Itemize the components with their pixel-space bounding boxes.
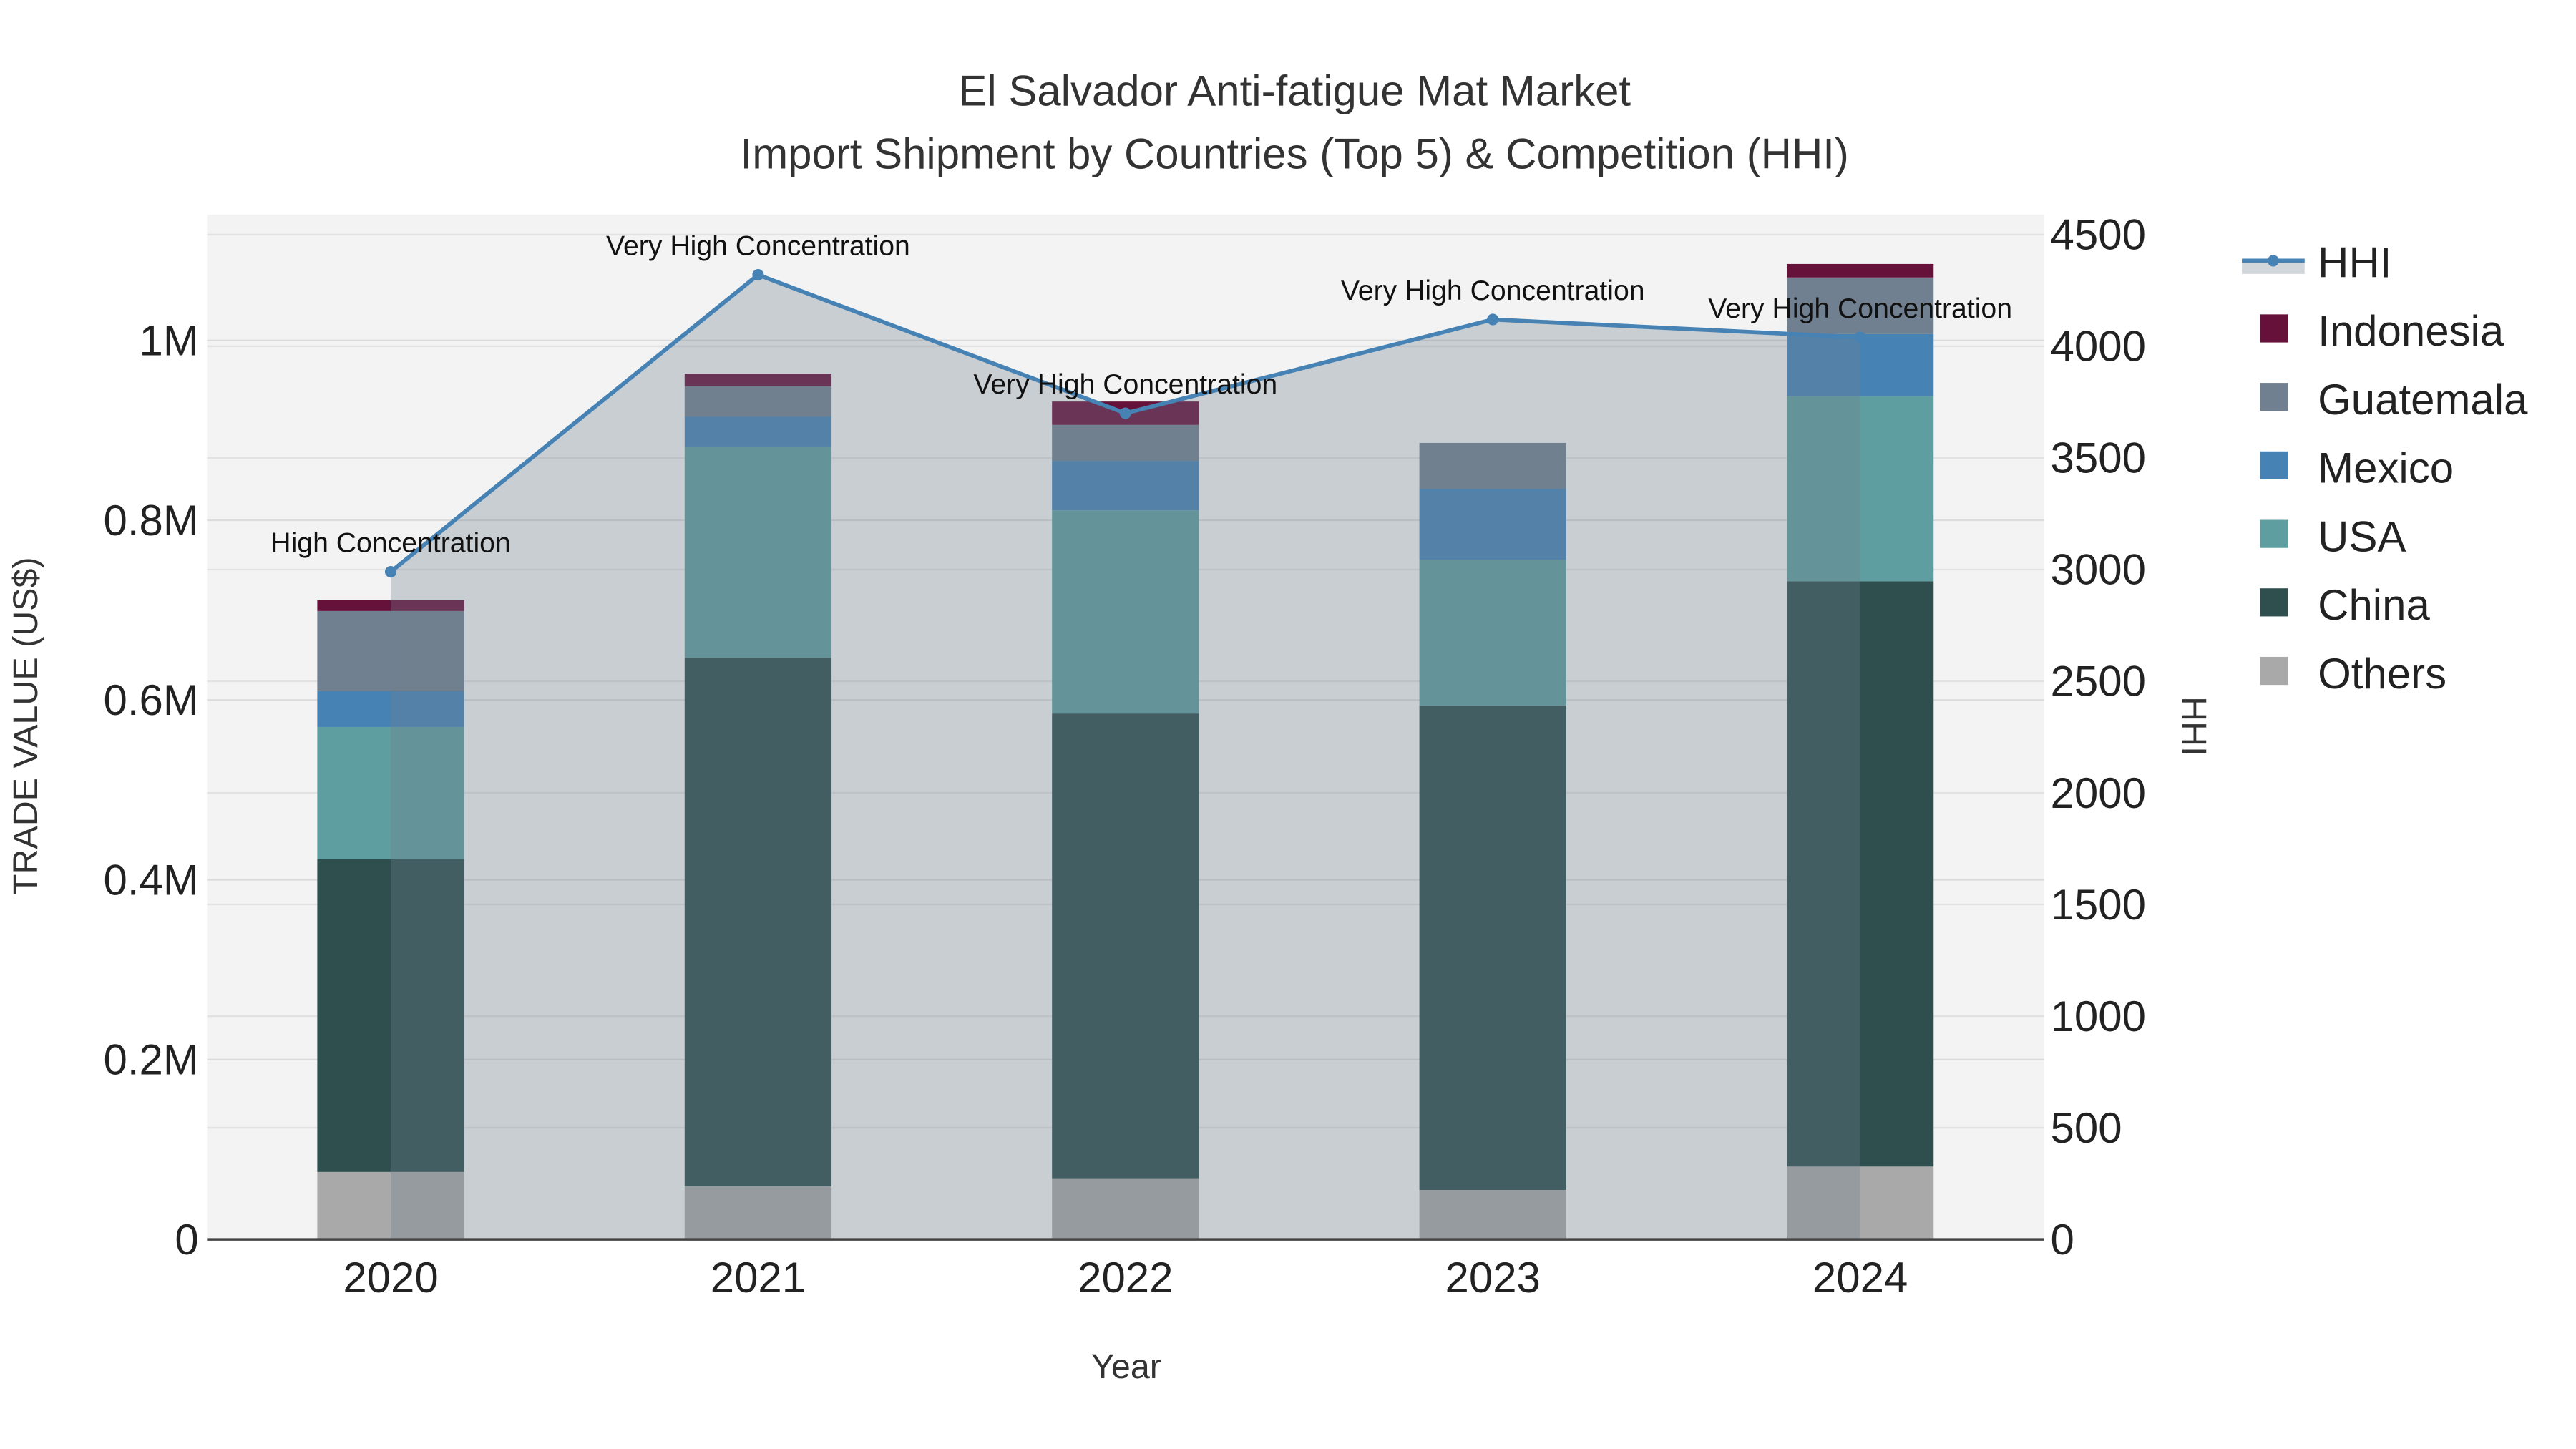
bar-indonesia-2024 [1786, 263, 1934, 278]
bar-mexico-2022 [1052, 461, 1199, 511]
hhi-point-2021 [752, 269, 764, 281]
x-axis-label: Year [1091, 1347, 1161, 1386]
hhi-annotation: High Concentration [270, 527, 510, 558]
legend-swatch-others [2260, 656, 2288, 686]
legend-swatch-guatemala [2260, 383, 2288, 411]
bar-usa-2020 [317, 726, 464, 859]
legend-label-usa: USA [2318, 512, 2406, 560]
bar-china-2024 [1786, 581, 1934, 1167]
bar-others-2024 [1786, 1166, 1934, 1240]
y-tick-label: 1M [139, 316, 198, 364]
bar-indonesia-2020 [317, 600, 464, 611]
legend-swatch-indonesia [2260, 314, 2288, 343]
legend-hhi-swatch [2242, 260, 2305, 274]
hhi-annotation: Very High Concentration [973, 369, 1277, 400]
y-tick-label: 0.4M [103, 856, 198, 904]
bar-indonesia-2021 [684, 374, 832, 386]
y2-tick-label: 2500 [2051, 658, 2146, 706]
y2-tick-label: 4500 [2051, 211, 2146, 259]
bar-usa-2023 [1419, 560, 1566, 706]
legend-label-china: China [2318, 581, 2430, 629]
y-axis-label: TRADE VALUE (US$) [6, 557, 45, 895]
bar-guatemala-2022 [1052, 424, 1199, 462]
bar-usa-2021 [684, 446, 832, 658]
y-tick-label: 0.8M [103, 497, 198, 545]
x-tick-label: 2021 [711, 1254, 806, 1302]
bar-usa-2022 [1052, 510, 1199, 714]
bar-mexico-2020 [317, 691, 464, 727]
legend-label-hhi: HHI [2318, 238, 2391, 286]
legend-swatch-usa [2260, 519, 2288, 548]
bar-others-2020 [317, 1171, 464, 1240]
bar-guatemala-2024 [1786, 277, 1934, 334]
y2-tick-label: 1500 [2051, 881, 2146, 929]
bar-others-2023 [1419, 1189, 1566, 1240]
y2-tick-label: 2000 [2051, 769, 2146, 817]
hhi-annotation: Very High Concentration [1341, 275, 1645, 306]
hhi-point-2024 [1854, 331, 1866, 343]
bar-usa-2024 [1786, 396, 1934, 582]
bar-guatemala-2020 [317, 610, 464, 691]
legend-label-mexico: Mexico [2318, 444, 2454, 492]
hhi-annotation: Very High Concentration [1708, 293, 2012, 324]
y2-tick-label: 3000 [2051, 546, 2146, 594]
x-tick-label: 2020 [343, 1254, 438, 1302]
bar-others-2022 [1052, 1178, 1199, 1240]
chart-subtitle: Import Shipment by Countries (Top 5) & C… [741, 130, 1849, 177]
x-tick-label: 2023 [1445, 1254, 1541, 1302]
hhi-area [391, 275, 1860, 1240]
bar-mexico-2023 [1419, 489, 1566, 560]
hhi-point-2023 [1487, 313, 1499, 326]
bar-china-2023 [1419, 705, 1566, 1190]
y2-tick-label: 4000 [2051, 323, 2146, 371]
bar-guatemala-2023 [1419, 442, 1566, 489]
legend: HHI Indonesia Guatemala Mexico USA China Other… [2242, 238, 2528, 698]
bar-others-2021 [684, 1186, 832, 1240]
bar-guatemala-2021 [684, 386, 832, 417]
legend-label-others: Others [2318, 650, 2446, 698]
bar-mexico-2021 [684, 416, 832, 447]
y-tick-label: 0.6M [103, 676, 198, 724]
x-tick-label: 2022 [1078, 1254, 1173, 1302]
legend-swatch-china [2260, 588, 2288, 617]
hhi-annotation: Very High Concentration [606, 230, 910, 261]
bar-china-2020 [317, 859, 464, 1172]
bar-china-2022 [1052, 713, 1199, 1179]
legend-hhi-marker [2267, 255, 2279, 267]
legend-label-guatemala: Guatemala [2318, 376, 2528, 424]
legend-label-indonesia: Indonesia [2318, 307, 2504, 355]
y2-tick-label: 500 [2051, 1104, 2122, 1152]
y2-tick-label: 3500 [2051, 434, 2146, 482]
y2-tick-label: 0 [2051, 1216, 2074, 1264]
bar-mexico-2024 [1786, 333, 1934, 396]
legend-swatch-mexico [2260, 451, 2288, 480]
hhi-point-2022 [1119, 407, 1131, 419]
chart-title: El Salvador Anti-fatigue Mat Market [958, 67, 1631, 115]
hhi-point-2020 [384, 566, 397, 578]
x-tick-label: 2024 [1813, 1254, 1908, 1302]
y2-tick-label: 1000 [2051, 992, 2146, 1040]
bar-china-2021 [684, 658, 832, 1186]
y2-axis-label: HHI [2175, 696, 2213, 756]
y-tick-label: 0 [175, 1216, 198, 1264]
y-tick-label: 0.2M [103, 1036, 198, 1084]
